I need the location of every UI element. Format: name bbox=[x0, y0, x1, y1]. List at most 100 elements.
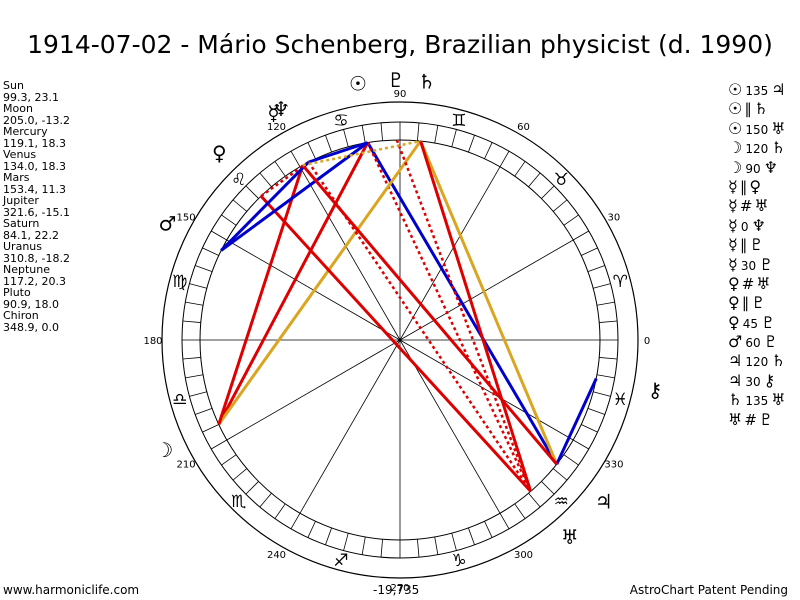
aspect-planet-a: ☿ bbox=[728, 254, 738, 274]
degree-tick bbox=[514, 503, 526, 519]
zodiac-sagittarius-icon: ♐ bbox=[333, 551, 348, 571]
aspect-row: ☉ 135 ♃ bbox=[728, 80, 786, 99]
degree-tick bbox=[593, 283, 611, 289]
aspect-line bbox=[260, 161, 310, 198]
aspect-row: ☿ 0 ♆ bbox=[728, 216, 786, 235]
degree-tick bbox=[581, 247, 598, 256]
degree-label: 60 bbox=[517, 122, 530, 133]
degree-tick bbox=[468, 527, 475, 545]
aspect-line bbox=[395, 139, 532, 492]
degree-tick bbox=[307, 521, 316, 538]
planet-position-list: Sun 99.3, 23.1 Moon 205.0, -13.2 Mercury 119.… bbox=[3, 80, 70, 333]
planet-position-pluto: 90.9, 18.0 bbox=[3, 297, 59, 311]
degree-label: 210 bbox=[177, 460, 196, 471]
chiron-icon: ⚷ bbox=[648, 378, 663, 402]
aspect-angle: 90 bbox=[745, 161, 761, 176]
degree-tick bbox=[541, 481, 555, 495]
aspect-row: ☿ ∥ ♇ bbox=[728, 235, 786, 254]
aspect-row: ☉ 150 ♅ bbox=[728, 119, 786, 138]
degree-tick bbox=[189, 283, 207, 289]
degree-tick bbox=[185, 374, 204, 379]
degree-tick bbox=[563, 214, 579, 226]
aspect-planet-b: ♇ bbox=[751, 293, 766, 313]
aspect-planet-b: ♆ bbox=[763, 157, 778, 177]
saturn-icon: ♄ bbox=[418, 69, 436, 93]
planet-position-sun: 99.3, 23.1 bbox=[3, 90, 59, 104]
degree-tick bbox=[361, 536, 366, 555]
degree-tick bbox=[211, 439, 227, 450]
aspect-symbol: ∥ bbox=[744, 100, 752, 119]
aspect-symbol: ∥ bbox=[739, 177, 748, 196]
aspect-angle: 135 bbox=[745, 84, 769, 98]
degree-tick bbox=[245, 481, 259, 495]
aspect-angle: 120 bbox=[745, 355, 769, 370]
zodiac-libra-icon: ♎ bbox=[172, 390, 187, 410]
degree-tick bbox=[325, 135, 332, 153]
planet-position-uranus: 310.8, -18.2 bbox=[3, 251, 70, 265]
degree-tick bbox=[587, 408, 605, 415]
aspect-symbol: ∥ bbox=[741, 294, 750, 313]
degree-label: 90 bbox=[394, 89, 407, 100]
aspect-planet-b: ♄ bbox=[771, 138, 786, 158]
aspect-angle: 30 bbox=[745, 374, 761, 389]
zodiac-scorpio-icon: ♏ bbox=[231, 492, 246, 512]
planet-name-sun: Sun bbox=[3, 79, 24, 92]
degree-tick bbox=[182, 357, 201, 360]
aspect-planet-a: ☿ bbox=[728, 215, 738, 235]
aspect-planet-b: ♀ bbox=[749, 176, 762, 196]
degree-tick bbox=[552, 468, 568, 481]
aspect-row: ♃ 120 ♄ bbox=[728, 351, 786, 370]
zodiac-capricorn-icon: ♑ bbox=[451, 551, 466, 571]
chart-title: 1914-07-02 - Mário Schenberg, Brazilian … bbox=[27, 30, 773, 59]
footer-website[interactable]: www.harmoniclife.com bbox=[3, 583, 140, 597]
aspect-row: ☽ 90 ♆ bbox=[728, 158, 786, 177]
degree-label: 120 bbox=[267, 122, 286, 133]
degree-tick bbox=[221, 454, 237, 466]
zodiac-taurus-icon: ♉ bbox=[554, 170, 569, 190]
degree-tick bbox=[274, 161, 286, 177]
aspect-planet-b: ♄ bbox=[753, 99, 769, 119]
jupiter-icon: ♃ bbox=[595, 489, 613, 513]
aspect-line bbox=[366, 141, 559, 465]
division-line bbox=[399, 166, 501, 341]
planet-position-chiron: 348.9, 0.0 bbox=[3, 320, 59, 334]
aspect-row: ♅ # ♇ bbox=[728, 410, 786, 429]
degree-tick bbox=[361, 125, 366, 144]
aspect-symbol: # bbox=[741, 274, 755, 293]
degree-tick bbox=[451, 533, 457, 551]
degree-tick bbox=[202, 424, 219, 433]
aspect-row: ☉ ∥ ♄ bbox=[728, 99, 786, 118]
degree-tick bbox=[182, 320, 201, 323]
footer-credit: AstroChart Patent Pending bbox=[629, 583, 788, 597]
aspect-symbol: # bbox=[739, 197, 753, 216]
aspect-planet-b: ♅ bbox=[771, 390, 786, 410]
aspect-line bbox=[217, 164, 305, 425]
division-line bbox=[226, 339, 401, 441]
degree-tick bbox=[599, 357, 618, 360]
degree-tick bbox=[484, 521, 493, 538]
sun-icon: ☉ bbox=[349, 71, 367, 95]
aspect-planet-b: ♇ bbox=[763, 332, 778, 352]
degree-tick bbox=[528, 172, 541, 188]
pluto-icon: ♇ bbox=[387, 68, 405, 92]
degree-label: 180 bbox=[143, 336, 162, 347]
aspect-line bbox=[217, 141, 370, 426]
planet-position-mercury: 119.1, 18.3 bbox=[3, 136, 66, 150]
aspect-line bbox=[259, 195, 532, 493]
degree-tick bbox=[451, 129, 457, 147]
degree-tick bbox=[417, 122, 420, 141]
aspect-line bbox=[217, 140, 422, 426]
planet-name-mercury: Mercury bbox=[3, 125, 48, 138]
zodiac-cancer-icon: ♋ bbox=[333, 111, 348, 131]
aspect-planet-b: ♇ bbox=[758, 409, 774, 429]
planet-name-neptune: Neptune bbox=[3, 263, 51, 276]
division-line bbox=[299, 166, 401, 341]
degree-tick bbox=[221, 214, 237, 226]
degree-tick bbox=[202, 247, 219, 256]
degree-label: 0 bbox=[644, 336, 650, 347]
planet-name-moon: Moon bbox=[3, 102, 33, 115]
planet-name-saturn: Saturn bbox=[3, 217, 40, 230]
degree-tick bbox=[195, 408, 213, 415]
aspect-planet-b: ♅ bbox=[771, 118, 786, 138]
